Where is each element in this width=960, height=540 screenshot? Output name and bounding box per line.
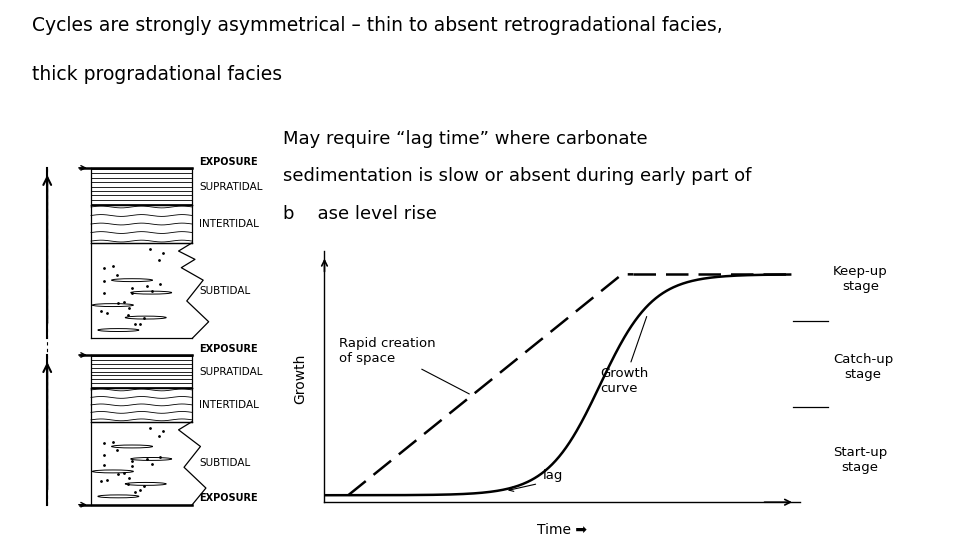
Text: INTERTIDAL: INTERTIDAL	[199, 400, 259, 410]
Text: EXPOSURE: EXPOSURE	[199, 494, 257, 503]
Text: Time ➡: Time ➡	[537, 523, 588, 537]
Text: lag: lag	[542, 469, 563, 482]
Text: SUBTIDAL: SUBTIDAL	[199, 286, 251, 295]
Text: thick progradational facies: thick progradational facies	[32, 65, 282, 84]
Text: SUPRATIDAL: SUPRATIDAL	[199, 367, 263, 376]
Text: INTERTIDAL: INTERTIDAL	[199, 219, 259, 229]
Text: Growth: Growth	[294, 354, 308, 404]
Text: SUBTIDAL: SUBTIDAL	[199, 458, 251, 468]
Text: May require “lag time” where carbonate: May require “lag time” where carbonate	[283, 130, 648, 147]
Text: sedimentation is slow or absent during early part of: sedimentation is slow or absent during e…	[283, 167, 752, 185]
Text: b    ase level rise: b ase level rise	[283, 205, 437, 223]
Text: Cycles are strongly asymmetrical – thin to absent retrogradational facies,: Cycles are strongly asymmetrical – thin …	[32, 16, 723, 35]
Text: Growth
curve: Growth curve	[600, 316, 648, 395]
Text: EXPOSURE: EXPOSURE	[199, 344, 257, 354]
Text: Rapid creation
of space: Rapid creation of space	[339, 337, 469, 394]
Text: Keep-up
stage: Keep-up stage	[833, 265, 888, 293]
Text: Start-up
stage: Start-up stage	[833, 447, 887, 474]
Text: EXPOSURE: EXPOSURE	[199, 157, 257, 167]
Text: Catch-up
stage: Catch-up stage	[833, 353, 893, 381]
Text: SUPRATIDAL: SUPRATIDAL	[199, 181, 263, 192]
